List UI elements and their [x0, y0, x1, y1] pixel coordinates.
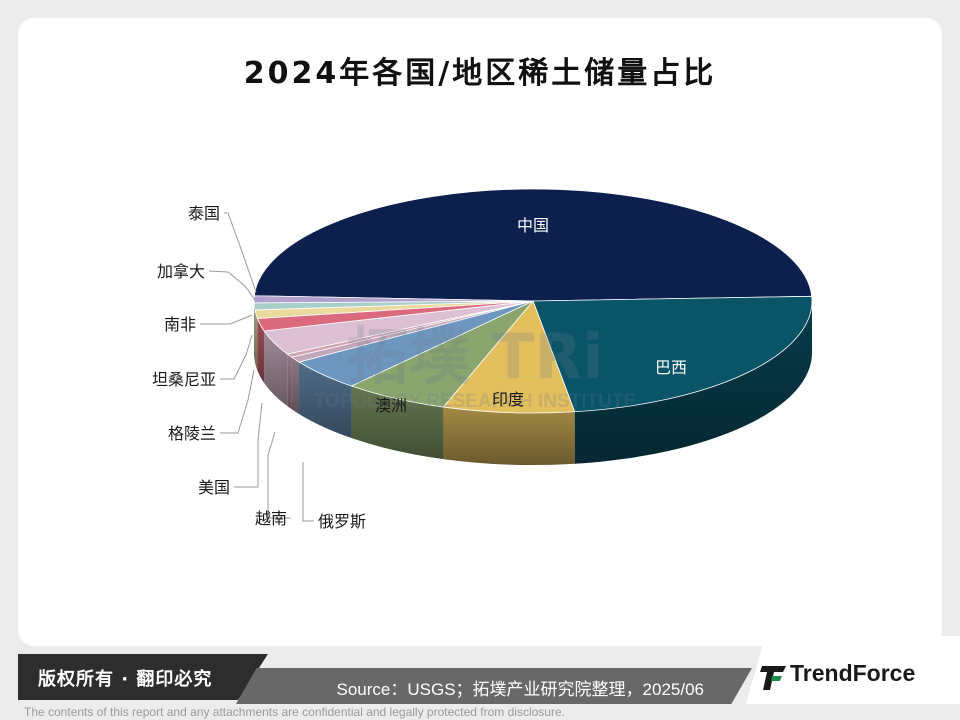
copyright-banner: 版权所有 · 翻印必究: [18, 654, 268, 700]
slice-7-side-shade: [287, 354, 292, 410]
slice-11-label: 加拿大: [157, 262, 205, 281]
slice-6-leader-line: [267, 431, 291, 519]
slice-2-side-shade: [574, 301, 812, 464]
slice-5-side-shade: [299, 362, 352, 439]
slice-12-leader-line: [224, 212, 257, 293]
slice-3-side-shade: [443, 407, 575, 466]
slice-9-leader-line: [220, 334, 253, 380]
slice-12-label: 泰国: [188, 204, 220, 223]
brand-block: TrendForce: [746, 636, 960, 704]
slice-10-label: 南非: [164, 315, 196, 334]
slice-9-label: 坦桑尼亚: [152, 370, 216, 389]
watermark-subtitle: TOPOLOGY RESEARCH INSTITUTE: [314, 391, 636, 412]
brand-name: TrendForce: [790, 660, 916, 686]
slice-10-side-shade: [254, 309, 258, 371]
slice-4-side-shade: [351, 386, 444, 460]
slice-1-label: 中国: [517, 216, 549, 235]
source-text: Source：USGS；拓墣产业研究院整理，2025/06: [336, 680, 705, 699]
slice-10-leader-line: [200, 314, 253, 325]
slice-2-label: 巴西: [655, 358, 687, 377]
slice-7-leader-line: [234, 402, 263, 488]
slice-6-label: 越南: [255, 509, 287, 528]
slice-5-leader-line: [302, 462, 314, 522]
slice-8-label: 格陵兰: [168, 424, 216, 443]
slice-5-label: 俄罗斯: [318, 512, 366, 531]
source-strip: Source：USGS；拓墣产业研究院整理，2025/06: [236, 668, 752, 704]
copyright-text: 版权所有 · 翻印必究: [38, 669, 213, 690]
slice-11-leader-line: [208, 270, 256, 301]
slice-11-side-shade: [254, 302, 255, 362]
slice-3-top: [442, 300, 576, 414]
slice-1-top: [253, 188, 813, 302]
watermark-logo: 拓墣 TRi: [347, 320, 604, 393]
watermark: 拓墣 TRi TOPOLOGY RESEARCH INSTITUTE: [314, 320, 636, 412]
chart-title: 2024年各国/地区稀土储量占比: [243, 56, 717, 91]
slice-6-side-shade: [291, 357, 300, 415]
trendforce-logo-icon: [760, 666, 786, 690]
slice-2-top: [532, 295, 813, 413]
slice-8-leader-line: [220, 369, 255, 434]
slice-3-label: 印度: [492, 390, 524, 409]
slice-9-side-shade: [257, 318, 265, 383]
slice-4-label: 澳洲: [375, 396, 407, 415]
slice-7-label: 美国: [198, 478, 230, 497]
disclaimer: The contents of this report and any atta…: [24, 705, 565, 719]
